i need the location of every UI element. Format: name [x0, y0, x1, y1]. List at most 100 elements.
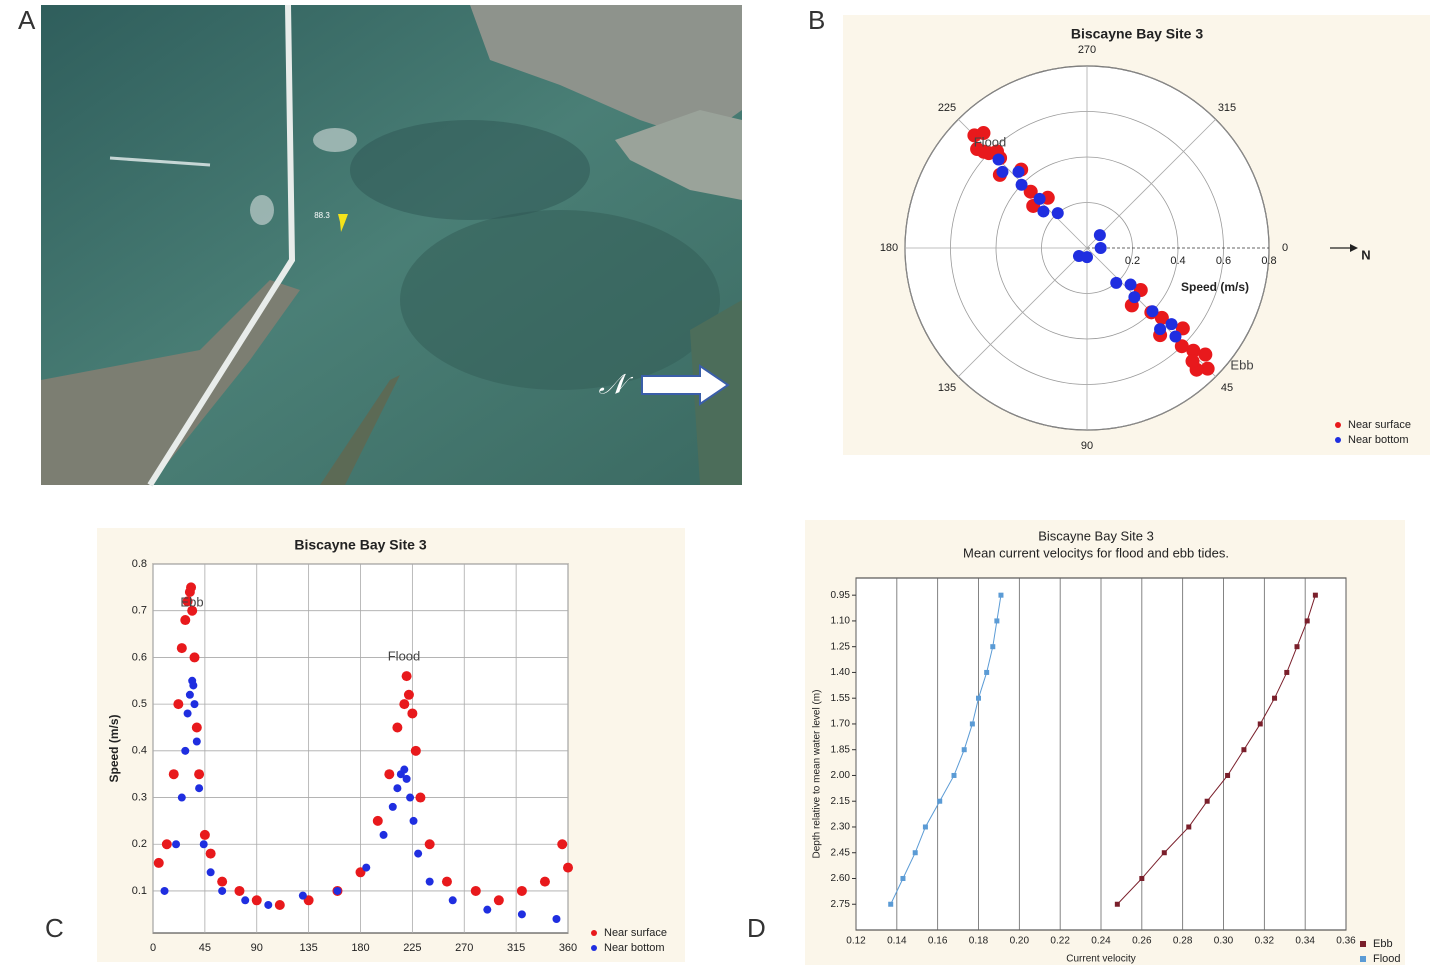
x-tick-label: 0.20: [1010, 936, 1030, 947]
y-tick-label: 0.6: [132, 651, 147, 663]
land: [615, 110, 742, 200]
data-point: [922, 824, 928, 830]
x-tick-label: 180: [351, 942, 369, 954]
data-point: [1139, 875, 1145, 881]
x-tick-label: 0.22: [1050, 936, 1070, 947]
data-point: [424, 839, 435, 850]
x-tick-label: 0.18: [969, 936, 989, 947]
data-point: [388, 802, 397, 811]
y-axis-label: Speed (m/s): [107, 714, 121, 782]
legend-label: Near bottom: [604, 942, 665, 954]
data-point: [241, 896, 250, 905]
aerial-image: 88.3 𝒩: [41, 4, 742, 487]
data-point: [441, 876, 452, 887]
data-point: [937, 798, 943, 804]
y-tick-label: 1.55: [831, 693, 851, 704]
data-point: [425, 877, 434, 886]
data-point: [888, 901, 894, 907]
data-point: [191, 722, 202, 733]
y-tick-label: 1.10: [831, 616, 851, 627]
data-point: [1128, 291, 1141, 304]
data-point: [160, 886, 169, 895]
shoal: [400, 210, 720, 390]
x-tick-label: 315: [507, 942, 525, 954]
y-tick-label: 1.85: [831, 744, 851, 755]
data-point: [181, 746, 190, 755]
chart-subtitle: Mean current velocitys for flood and ebb…: [963, 545, 1229, 560]
x-axis-label: Current velocity: [1066, 954, 1135, 965]
data-point: [187, 605, 198, 616]
y-tick-label: 0.4: [132, 745, 147, 757]
data-point: [1033, 192, 1046, 205]
x-tick-label: 270: [455, 942, 473, 954]
data-point: [1198, 347, 1213, 362]
data-point: [182, 596, 193, 607]
data-point: [1094, 242, 1107, 254]
radial-tick-label: 0.6: [1216, 255, 1231, 267]
data-point: [218, 886, 227, 895]
angle-grid: [958, 247, 1088, 377]
data-point: [912, 850, 918, 856]
legend-label: Ebb: [1373, 938, 1393, 950]
data-point: [298, 891, 307, 900]
y-tick-label: 2.75: [831, 899, 851, 910]
y-tick-label: 0.5: [132, 698, 147, 710]
data-point: [189, 681, 198, 690]
data-point: [1204, 798, 1210, 804]
x-tick-label: 360: [559, 942, 577, 954]
data-point: [1257, 721, 1263, 727]
data-point: [1272, 695, 1278, 701]
data-point: [1186, 824, 1192, 830]
y-tick-label: 1.25: [831, 641, 851, 652]
x-tick-label: 0.34: [1295, 936, 1315, 947]
data-point: [557, 839, 568, 850]
chart-title: Biscayne Bay Site 3: [1038, 528, 1154, 543]
data-point: [173, 699, 184, 710]
angle-tick-label: 180: [880, 242, 898, 254]
data-point: [199, 840, 208, 849]
data-point: [251, 895, 262, 906]
data-point: [399, 699, 410, 710]
legend-label: Flood: [1373, 953, 1401, 965]
angle-tick-label: 90: [1081, 440, 1093, 452]
data-point: [1312, 592, 1318, 598]
data-point: [205, 848, 216, 859]
data-point: [1294, 644, 1300, 650]
data-point: [402, 774, 411, 783]
data-point: [1186, 343, 1201, 358]
data-point: [1154, 323, 1167, 336]
data-point: [199, 829, 210, 840]
legend-label: Near surface: [604, 927, 667, 939]
legend-marker: [1360, 956, 1366, 962]
data-point: [362, 863, 371, 872]
x-tick-label: 135: [299, 942, 317, 954]
data-point: [1304, 618, 1310, 624]
y-tick-label: 0.1: [132, 885, 147, 897]
angle-grid: [1086, 119, 1216, 249]
data-point: [1110, 276, 1123, 289]
data-point: [415, 792, 426, 803]
y-tick-label: 1.40: [831, 667, 851, 678]
data-point: [992, 153, 1005, 166]
legend-label: Near surface: [1348, 419, 1411, 431]
data-point: [1023, 184, 1038, 199]
data-point: [274, 899, 285, 910]
legend-label: Near bottom: [1348, 434, 1409, 446]
annotation: Ebb: [180, 594, 203, 609]
annotation: Ebb: [1230, 357, 1253, 372]
angle-tick-label: 0: [1282, 242, 1288, 254]
radial-tick-label: 0.8: [1261, 255, 1276, 267]
pin: [338, 214, 348, 232]
y-tick-label: 2.60: [831, 873, 851, 884]
data-point: [1185, 354, 1200, 369]
data-point: [333, 886, 342, 895]
data-point: [1015, 178, 1028, 191]
y-tick-label: 0.7: [132, 605, 147, 617]
data-point: [900, 875, 906, 881]
legend-marker: [591, 930, 597, 936]
annotation: Flood: [388, 648, 421, 663]
data-point: [1081, 251, 1093, 264]
data-point: [401, 671, 412, 682]
y-tick-label: 1.70: [831, 719, 851, 730]
data-point: [1161, 850, 1167, 856]
